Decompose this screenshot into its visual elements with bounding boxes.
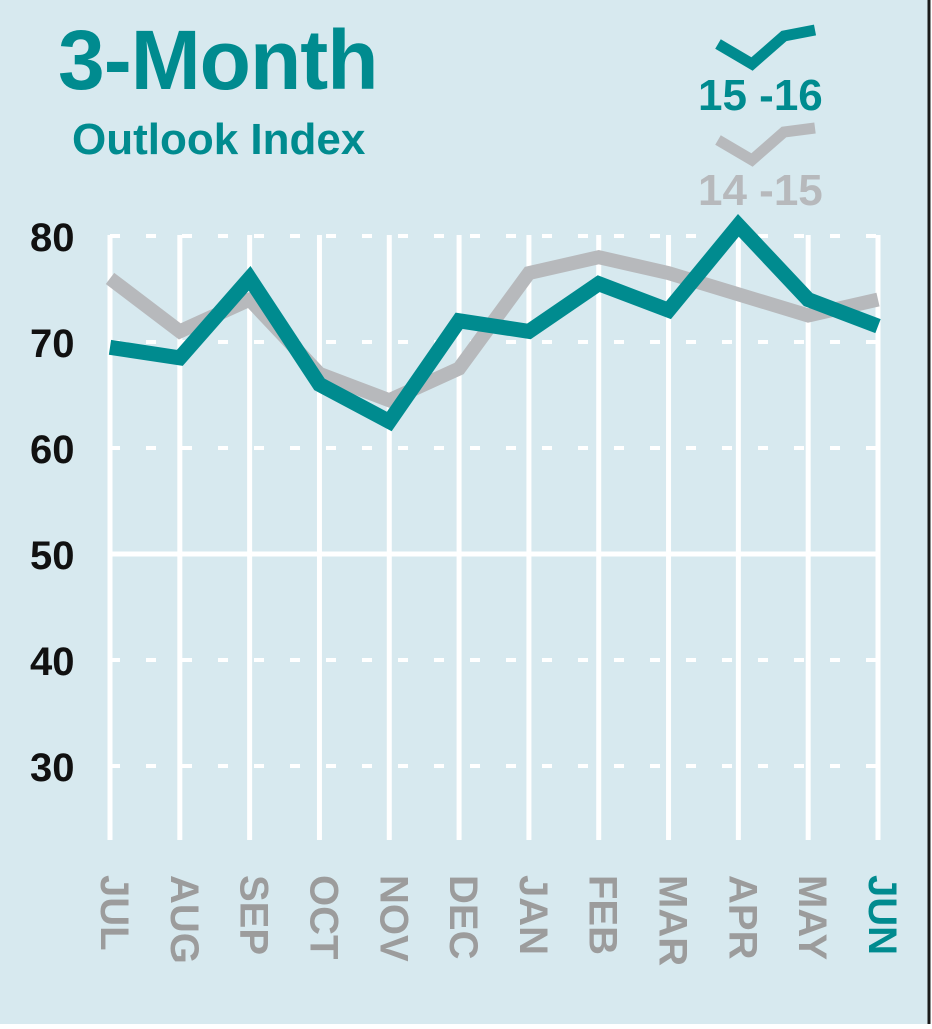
- y-tick-label: 30: [30, 746, 75, 790]
- x-tick-label: JUL: [92, 875, 136, 951]
- x-tick-label: NOV: [371, 875, 415, 962]
- chart-title: 3-Month: [58, 13, 379, 107]
- legend-swatch: [715, 24, 817, 71]
- chart-subtitle: Outlook Index: [72, 115, 366, 164]
- x-tick-label: JUN: [860, 875, 904, 955]
- legend-swatch: [715, 122, 816, 167]
- y-tick-label: 40: [30, 640, 75, 684]
- x-tick-label: OCT: [301, 875, 345, 959]
- y-tick-label: 50: [30, 534, 75, 578]
- x-tick-label: MAR: [651, 875, 695, 966]
- x-tick-label: AUG: [162, 875, 206, 964]
- x-tick-label: SEP: [232, 875, 276, 955]
- series-line-15-16: [108, 214, 881, 432]
- y-tick-label: 70: [30, 322, 75, 366]
- y-tick-label: 80: [30, 216, 75, 260]
- x-tick-label: MAY: [790, 875, 834, 961]
- x-tick-label: JAN: [511, 875, 555, 955]
- y-tick-label: 60: [30, 428, 75, 472]
- legend-label: 14 -15: [698, 166, 823, 215]
- x-tick-label: APR: [720, 875, 764, 960]
- x-tick-label: DEC: [441, 875, 485, 959]
- x-tick-label: FEB: [581, 875, 625, 955]
- legend-label: 15 -16: [698, 71, 823, 120]
